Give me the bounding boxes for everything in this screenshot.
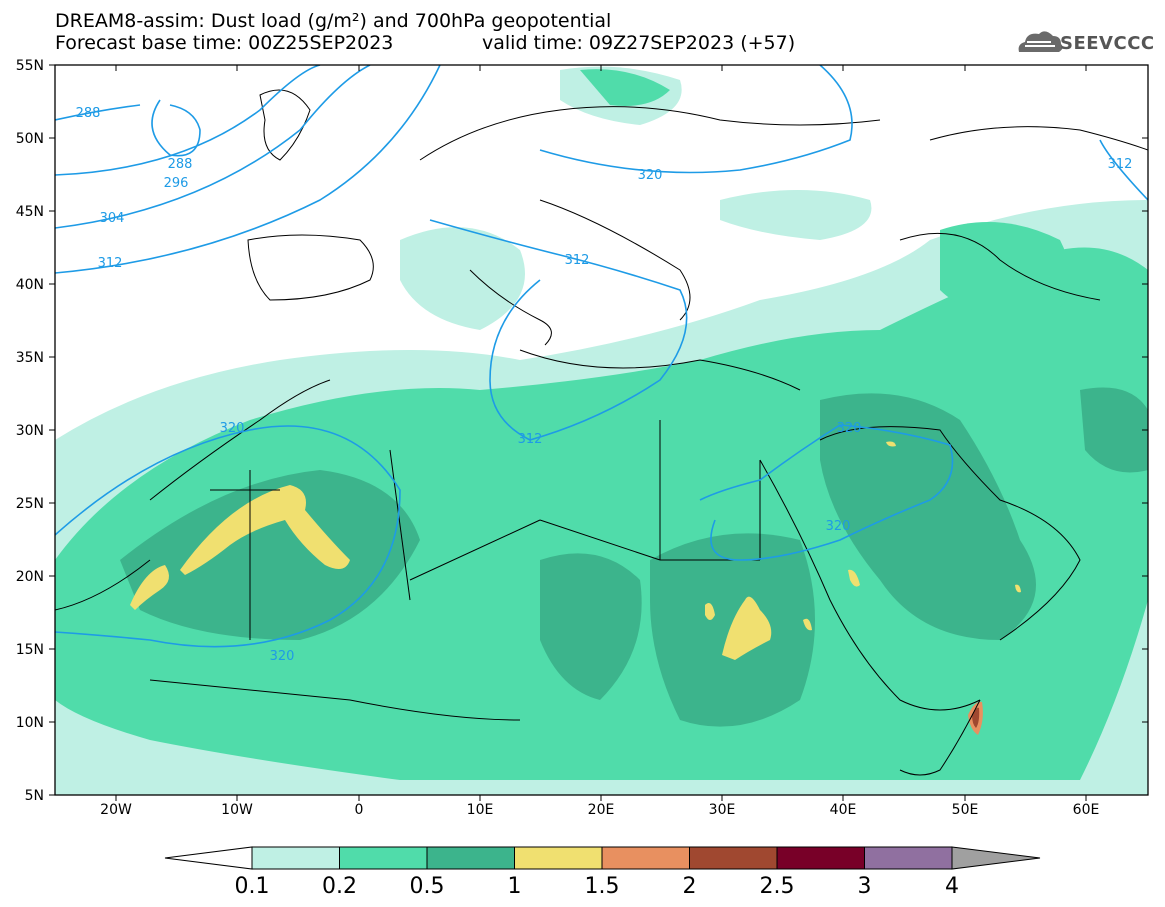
lon-label: 20E (588, 802, 615, 818)
contour-label: 312 (98, 256, 123, 271)
dust-level-0.5 (120, 470, 420, 640)
colorbar-swatch (689, 846, 778, 870)
colorbar-tick-label: 2.5 (760, 874, 795, 899)
colorbar-swatch (339, 846, 428, 870)
colorbar-tick-label: 1.5 (585, 874, 620, 899)
geopotential-contours (55, 65, 1148, 648)
longitude-ticks (115, 65, 1087, 801)
lon-label: 20W (100, 802, 132, 818)
colorbar-tick-label: 2 (683, 874, 697, 899)
dust-level-0.1 (720, 190, 872, 240)
lat-label: 5N (25, 788, 44, 804)
lon-label: 40E (830, 802, 857, 818)
colorbar-swatch (514, 846, 603, 870)
colorbar: 0.1 0.2 0.5 1 1.5 2 2.5 3 4 (164, 846, 1041, 899)
contour-label: 312 (1108, 157, 1133, 172)
colorbar-tick-label: 1 (508, 874, 522, 899)
dust-level-1 (886, 441, 896, 447)
lat-label: 50N (16, 131, 44, 147)
longitude-axis: 20W 10W 0 10E 20E 30E 40E 50E 60E (100, 802, 1099, 818)
lon-label: 10E (467, 802, 494, 818)
lat-label: 15N (16, 642, 44, 658)
colorbar-swatch (601, 846, 690, 870)
dust-fields: 288 288 296 304 312 312 312 320 320 320 … (55, 65, 1148, 795)
coastlines (55, 89, 1148, 776)
lon-label: 50E (952, 802, 979, 818)
dust-level-0.5 (820, 393, 1036, 640)
dust-level-1 (130, 565, 169, 610)
contour-label: 312 (565, 253, 590, 268)
contour-labels: 288 288 296 304 312 312 312 320 320 320 … (76, 106, 1133, 664)
lat-label: 10N (16, 715, 44, 731)
contour-label-extra: 320 (826, 519, 851, 534)
colorbar-swatch (776, 846, 865, 870)
lat-label: 40N (16, 277, 44, 293)
lat-label: 35N (16, 350, 44, 366)
lat-label: 20N (16, 569, 44, 585)
seevccc-logo (1018, 31, 1063, 52)
colorbar-tick-label: 4 (945, 874, 959, 899)
colorbar-tick-label: 0.2 (322, 874, 357, 899)
contour-label: 320 (220, 421, 245, 436)
dust-level-1 (722, 596, 772, 660)
contour-label: 312 (518, 432, 543, 447)
contour-label: 320 (270, 649, 295, 664)
dust-level-1 (1015, 584, 1021, 593)
dust-level-0.2 (940, 222, 1072, 320)
contour-label: 296 (164, 176, 189, 191)
lat-label: 25N (16, 496, 44, 512)
lon-label: 10W (221, 802, 253, 818)
dust-level-1 (848, 569, 860, 587)
dust-level-1 (705, 602, 715, 620)
colorbar-tick-label: 3 (858, 874, 872, 899)
dust-level-1 (803, 618, 812, 631)
colorbar-swatch (426, 846, 515, 870)
dust-level-1 (180, 485, 350, 575)
latitude-axis: 55N 50N 45N 40N 35N 30N 25N 20N 15N 10N … (16, 58, 44, 804)
dust-level-0.1 (400, 227, 525, 330)
map-title: DREAM8-assim: Dust load (g/m²) and 700hP… (55, 10, 611, 54)
lon-label: 0 (355, 802, 364, 818)
colorbar-swatch (251, 846, 340, 870)
title-line-2: Forecast base time: 00Z25SEP2023 (55, 32, 394, 54)
latitude-ticks (49, 64, 1148, 796)
valid-time: valid time: 09Z27SEP2023 (+57) (482, 32, 796, 54)
lat-label: 55N (16, 58, 44, 74)
dust-level-0.2 (580, 69, 670, 106)
lon-label: 60E (1073, 802, 1100, 818)
contour-label: 288 (76, 106, 101, 121)
dust-level-0.2 (55, 247, 1148, 780)
lat-label: 45N (16, 204, 44, 220)
dust-level-0.5 (1080, 387, 1148, 473)
logo-text: SEEVCCC (1060, 33, 1155, 54)
colorbar-tick-label: 0.5 (410, 874, 445, 899)
colorbar-max-arrow (951, 846, 1041, 870)
colorbar-min-arrow (164, 846, 253, 870)
lat-label: 30N (16, 423, 44, 439)
lon-label: 30E (709, 802, 736, 818)
contour-label: 304 (100, 211, 125, 226)
colorbar-swatch (864, 846, 953, 870)
contour-label: 320 (837, 421, 862, 436)
contour-label: 288 (168, 157, 193, 172)
title-line-1: DREAM8-assim: Dust load (g/m²) and 700hP… (55, 10, 612, 32)
contour-label: 320 (638, 168, 663, 183)
dust-level-0.5 (540, 553, 642, 700)
colorbar-tick-label: 0.1 (235, 874, 270, 899)
